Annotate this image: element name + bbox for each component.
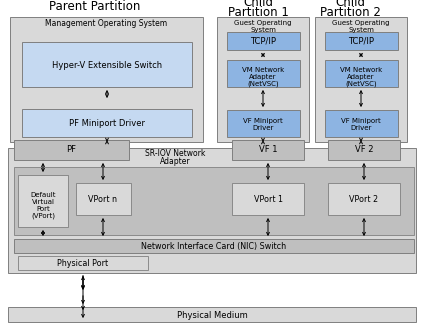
- Bar: [325, 60, 398, 87]
- Text: VF Miniport: VF Miniport: [341, 118, 381, 124]
- Bar: [18, 256, 148, 270]
- Text: System: System: [250, 27, 276, 33]
- Bar: [76, 183, 131, 215]
- Text: Management Operating System: Management Operating System: [45, 19, 167, 28]
- Bar: [8, 148, 416, 273]
- Bar: [227, 110, 300, 137]
- Text: Child: Child: [335, 0, 365, 9]
- Bar: [328, 183, 400, 215]
- Text: PF: PF: [66, 145, 76, 154]
- Text: (VPort): (VPort): [31, 213, 55, 219]
- Text: Driver: Driver: [252, 125, 273, 131]
- Bar: [232, 140, 304, 160]
- Text: (NetVSC): (NetVSC): [247, 81, 279, 87]
- Text: Partition 1: Partition 1: [228, 5, 288, 18]
- Bar: [18, 175, 68, 227]
- Bar: [217, 17, 309, 142]
- Bar: [22, 109, 192, 137]
- Text: VPort 1: VPort 1: [254, 195, 282, 203]
- Bar: [22, 42, 192, 87]
- Bar: [232, 183, 304, 215]
- Bar: [325, 32, 398, 50]
- Text: Adapter: Adapter: [249, 74, 277, 80]
- Text: VF Miniport: VF Miniport: [243, 118, 283, 124]
- Bar: [325, 110, 398, 137]
- Text: PF Miniport Driver: PF Miniport Driver: [69, 119, 145, 128]
- Text: VM Network: VM Network: [340, 67, 382, 73]
- Text: SR-IOV Network: SR-IOV Network: [145, 149, 205, 158]
- Bar: [227, 60, 300, 87]
- Text: Default: Default: [30, 192, 56, 198]
- Bar: [14, 167, 414, 235]
- Text: TCP/IP: TCP/IP: [348, 37, 374, 46]
- Text: Adapter: Adapter: [160, 156, 190, 165]
- Text: System: System: [348, 27, 374, 33]
- Text: VPort 2: VPort 2: [349, 195, 379, 203]
- Text: VF 1: VF 1: [259, 145, 277, 154]
- Text: Driver: Driver: [350, 125, 372, 131]
- Bar: [328, 140, 400, 160]
- Bar: [8, 307, 416, 322]
- Text: VF 2: VF 2: [355, 145, 373, 154]
- Text: Partition 2: Partition 2: [320, 5, 380, 18]
- Bar: [315, 17, 407, 142]
- Text: Virtual: Virtual: [31, 199, 55, 205]
- Text: Hyper-V Extensible Switch: Hyper-V Extensible Switch: [52, 61, 162, 69]
- Bar: [10, 17, 203, 142]
- Bar: [14, 140, 129, 160]
- Text: VPort n: VPort n: [89, 195, 117, 203]
- Bar: [227, 32, 300, 50]
- Text: (NetVSC): (NetVSC): [345, 81, 377, 87]
- Text: Guest Operating: Guest Operating: [332, 20, 390, 26]
- Bar: [14, 239, 414, 253]
- Text: Physical Medium: Physical Medium: [177, 311, 247, 320]
- Text: Adapter: Adapter: [347, 74, 375, 80]
- Text: Parent Partition: Parent Partition: [49, 0, 141, 13]
- Text: Guest Operating: Guest Operating: [234, 20, 292, 26]
- Text: VM Network: VM Network: [242, 67, 284, 73]
- Text: Network Interface Card (NIC) Switch: Network Interface Card (NIC) Switch: [142, 242, 287, 251]
- Text: Port: Port: [36, 206, 50, 212]
- Text: Child: Child: [243, 0, 273, 9]
- Text: Physical Port: Physical Port: [57, 259, 109, 268]
- Text: TCP/IP: TCP/IP: [250, 37, 276, 46]
